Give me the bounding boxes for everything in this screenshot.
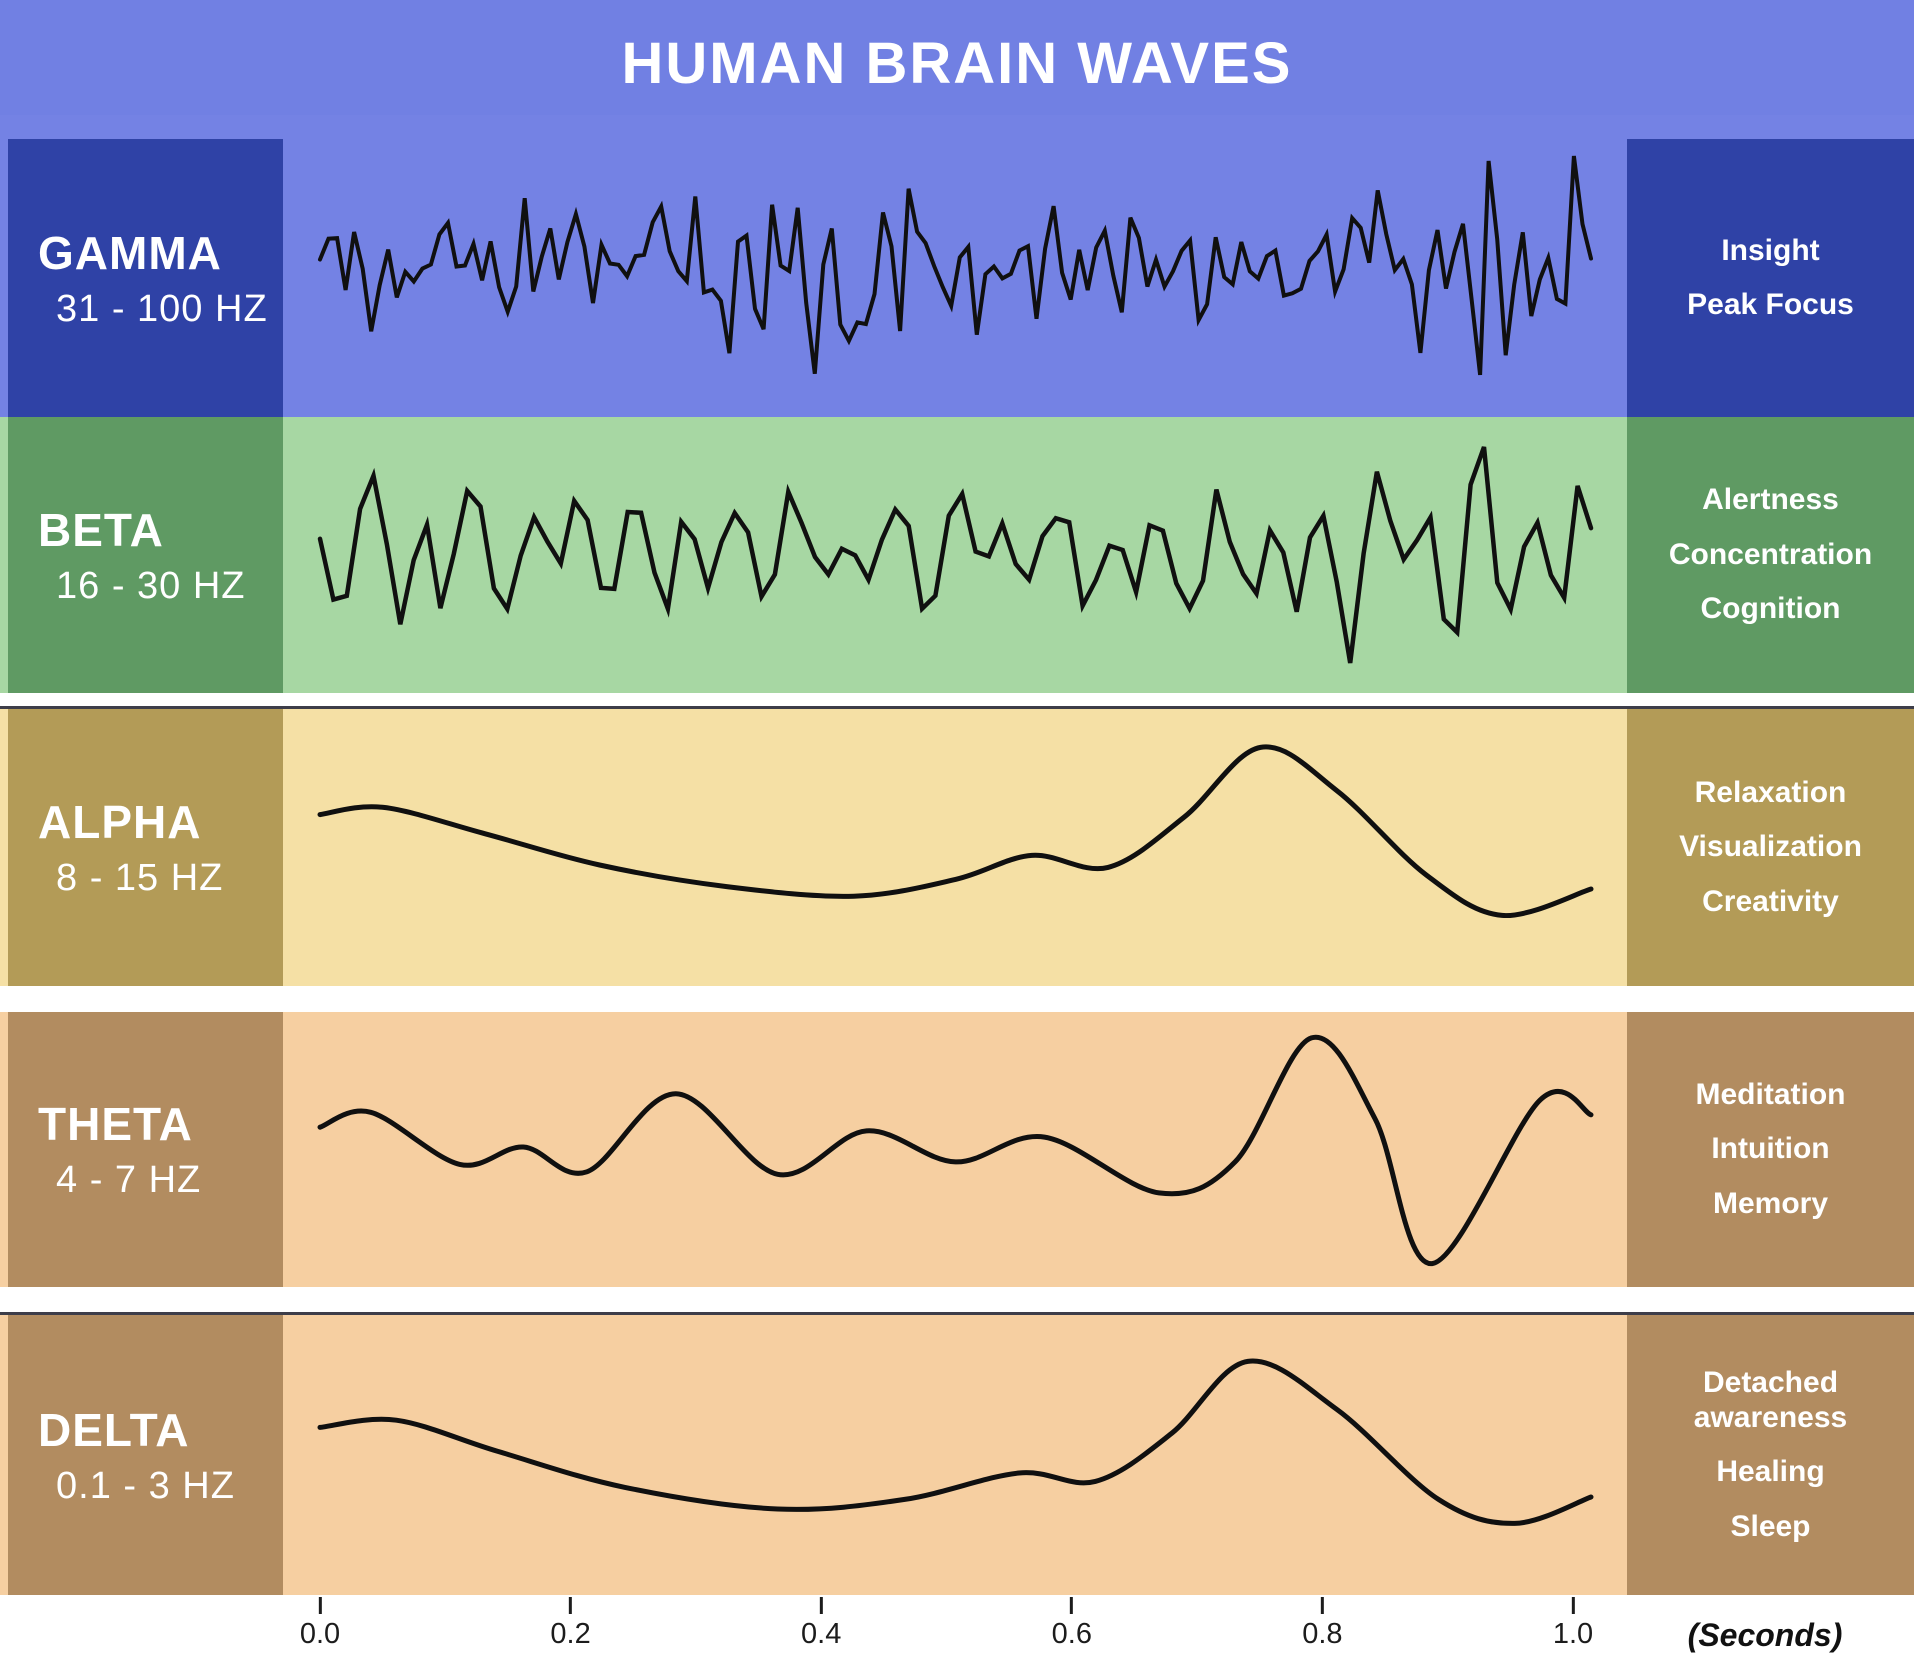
tick-mark	[1320, 1597, 1324, 1614]
waveform-area	[283, 1012, 1627, 1287]
waveform-area	[283, 115, 1627, 417]
axis-tick: 1.0	[1553, 1597, 1593, 1651]
band-frequency: 16 - 30 HZ	[56, 564, 246, 607]
waveform-area	[283, 709, 1627, 986]
band-descriptions: Meditation Intuition Memory	[1627, 1012, 1914, 1287]
rows-container: GAMMA 31 - 100 HZ Insight Peak Focus BETA…	[0, 115, 1914, 1595]
waveform-path	[317, 446, 1594, 664]
description-line: Insight	[1721, 233, 1820, 267]
axis-tick: 0.8	[1302, 1597, 1343, 1651]
waveform-area	[283, 1315, 1627, 1595]
row-separator	[0, 1287, 1914, 1315]
band-frequency: 31 - 100 HZ	[56, 287, 268, 330]
band-label-box: DELTA 0.1 - 3 HZ	[8, 1315, 283, 1595]
description-line: Sleep	[1730, 1509, 1811, 1543]
axis-tick: 0.0	[300, 1597, 340, 1651]
description-line: Creativity	[1702, 884, 1839, 918]
tick-label: 0.8	[1302, 1618, 1343, 1650]
band-label-box: ALPHA 8 - 15 HZ	[8, 709, 283, 986]
axis-tick: 0.6	[1052, 1597, 1092, 1651]
band-name: BETA	[38, 503, 164, 556]
waveform-path	[317, 1358, 1594, 1526]
row-beta: BETA 16 - 30 HZ Alertness Concentration Co…	[0, 417, 1914, 693]
description-line: Relaxation	[1694, 775, 1847, 809]
waveform-gamma	[318, 155, 1593, 376]
waveform-path	[317, 1034, 1594, 1267]
description-line: Cognition	[1700, 592, 1841, 626]
band-descriptions: Relaxation Visualization Creativity	[1627, 709, 1914, 986]
waveform-delta	[317, 1358, 1594, 1526]
description-line: Detached awareness	[1693, 1366, 1848, 1434]
description-line: Intuition	[1711, 1132, 1830, 1166]
description-line: Peak Focus	[1687, 288, 1854, 321]
waveform-alpha	[317, 744, 1594, 918]
description-line: Alertness	[1702, 483, 1839, 517]
band-label-box: BETA 16 - 30 HZ	[8, 417, 283, 693]
band-descriptions: Alertness Concentration Cognition	[1627, 417, 1914, 693]
band-descriptions: Detached awareness Healing Sleep	[1627, 1315, 1914, 1595]
band-name: DELTA	[38, 1403, 190, 1456]
time-axis: 0.0 0.2 0.4 0.6 0.8 1.0 (Seconds)	[0, 1595, 1914, 1659]
band-name: ALPHA	[38, 796, 202, 848]
tick-mark	[1571, 1597, 1575, 1614]
band-name: THETA	[38, 1098, 193, 1150]
row-separator	[0, 693, 1914, 709]
axis-tick: 0.2	[550, 1597, 591, 1651]
axis-tick: 0.4	[801, 1597, 841, 1651]
band-descriptions: Insight Peak Focus	[1627, 139, 1914, 417]
band-frequency: 4 - 7 HZ	[56, 1159, 202, 1201]
tick-label: 0.2	[550, 1618, 591, 1650]
row-separator	[0, 986, 1914, 1012]
tick-label: 1.0	[1552, 1618, 1594, 1650]
waveform-area	[283, 417, 1627, 693]
tick-mark	[819, 1597, 823, 1614]
waveform-path	[318, 155, 1593, 376]
band-label-box: THETA 4 - 7 HZ	[8, 1012, 283, 1287]
tick-mark	[318, 1597, 322, 1614]
row-alpha: ALPHA 8 - 15 HZ Relaxation Visualization C…	[0, 709, 1914, 986]
band-label-box: GAMMA 31 - 100 HZ	[8, 139, 283, 417]
tick-mark	[569, 1597, 573, 1614]
row-delta: DELTA 0.1 - 3 HZ Detached awareness Heali…	[0, 1315, 1914, 1595]
band-frequency: 8 - 15 HZ	[56, 857, 224, 899]
description-line: Visualization	[1679, 830, 1862, 864]
page-title: HUMAN BRAIN WAVES	[621, 31, 1293, 96]
header-bar: HUMAN BRAIN WAVES	[0, 0, 1914, 115]
waveform-beta	[317, 446, 1594, 664]
description-line: Meditation	[1695, 1077, 1846, 1111]
band-name: GAMMA	[38, 226, 222, 279]
row-gamma: GAMMA 31 - 100 HZ Insight Peak Focus	[0, 115, 1914, 417]
tick-mark	[1070, 1597, 1074, 1614]
tick-label: 0.6	[1051, 1618, 1092, 1650]
row-theta: THETA 4 - 7 HZ Meditation Intuition Memory	[0, 1012, 1914, 1287]
waveform-theta	[317, 1034, 1594, 1267]
tick-label: 0.4	[801, 1618, 842, 1650]
description-line: Memory	[1712, 1186, 1829, 1220]
waveform-path	[317, 744, 1594, 918]
axis-unit-label: (Seconds)	[1687, 1617, 1843, 1653]
description-line: Healing	[1716, 1455, 1825, 1488]
description-line: Concentration	[1668, 537, 1873, 571]
band-frequency: 0.1 - 3 HZ	[56, 1464, 235, 1507]
tick-label: 0.0	[299, 1618, 341, 1650]
